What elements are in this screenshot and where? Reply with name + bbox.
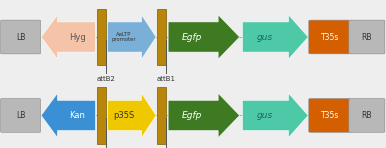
Polygon shape	[41, 93, 95, 138]
Text: attB1: attB1	[157, 76, 176, 82]
Text: T35s: T35s	[320, 33, 339, 41]
FancyBboxPatch shape	[349, 20, 385, 54]
Bar	[97, 87, 107, 144]
Text: Egfp: Egfp	[182, 33, 202, 41]
Text: p35S: p35S	[113, 111, 134, 120]
Text: attB2: attB2	[97, 76, 116, 82]
Polygon shape	[41, 15, 95, 59]
FancyBboxPatch shape	[0, 20, 41, 54]
Text: gus: gus	[256, 111, 273, 120]
Bar	[97, 9, 107, 65]
Text: RB: RB	[362, 33, 372, 41]
Text: T35s: T35s	[320, 111, 339, 120]
Polygon shape	[168, 93, 240, 138]
Text: Kan: Kan	[69, 111, 85, 120]
FancyBboxPatch shape	[0, 99, 41, 132]
FancyBboxPatch shape	[309, 20, 350, 54]
Text: LB: LB	[16, 111, 25, 120]
Text: Egfp: Egfp	[182, 111, 202, 120]
FancyBboxPatch shape	[349, 99, 385, 132]
Text: Hyg: Hyg	[69, 33, 86, 41]
Polygon shape	[242, 93, 308, 138]
FancyBboxPatch shape	[309, 99, 350, 132]
Text: AaLTP
promoter: AaLTP promoter	[112, 32, 136, 42]
Polygon shape	[168, 15, 240, 59]
Text: RB: RB	[362, 111, 372, 120]
Text: LB: LB	[16, 33, 25, 41]
Bar	[157, 87, 166, 144]
Text: gus: gus	[256, 33, 273, 41]
Polygon shape	[108, 15, 156, 59]
Polygon shape	[242, 15, 308, 59]
Polygon shape	[108, 93, 156, 138]
Bar	[157, 9, 166, 65]
